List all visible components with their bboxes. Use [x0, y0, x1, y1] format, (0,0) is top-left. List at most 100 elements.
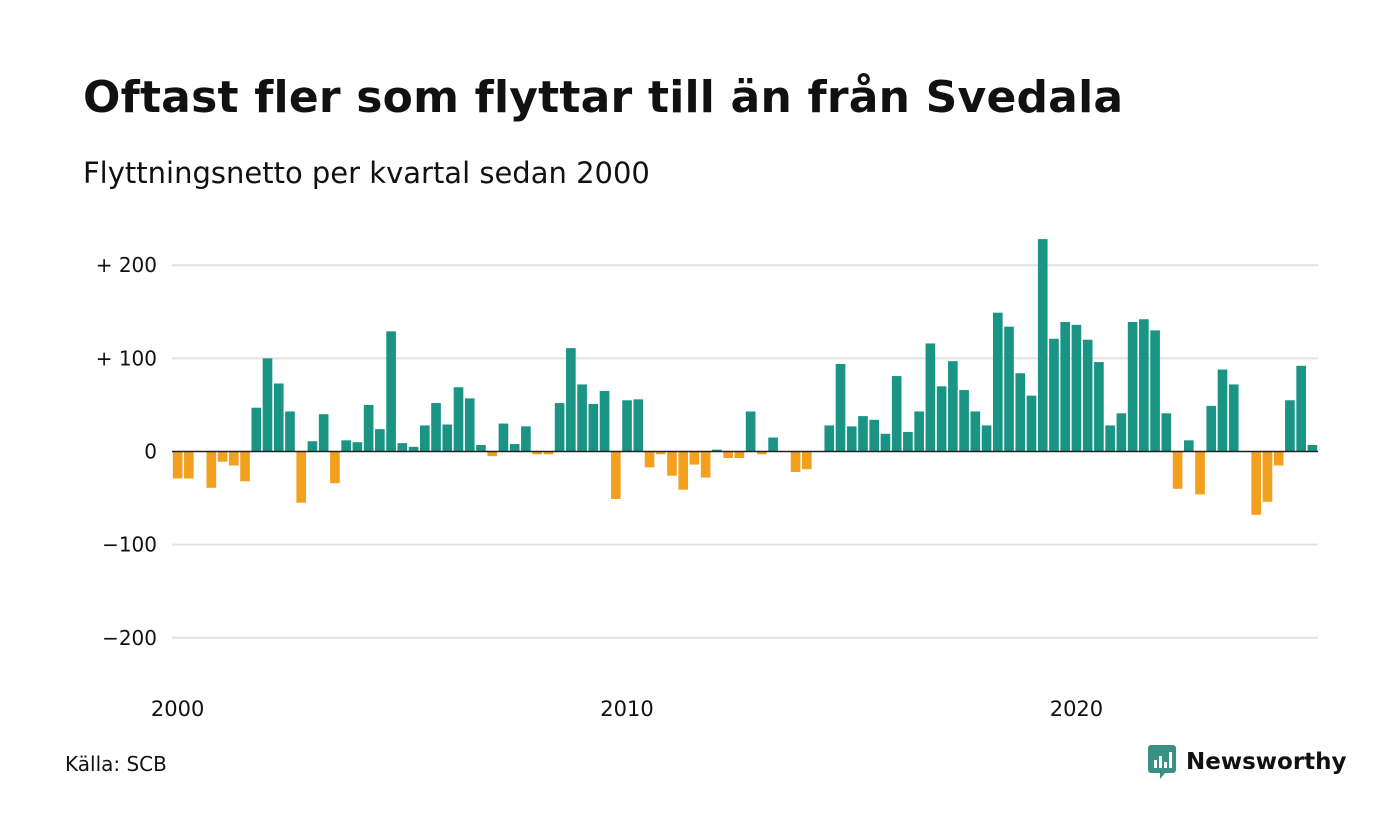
bar-positive	[846, 426, 857, 452]
bar-positive	[1004, 326, 1014, 452]
bar-chart: + 200 + 100 0 −100 −200 2000 2010 2020	[96, 239, 1318, 721]
bar-negative	[757, 451, 767, 455]
bar-positive	[375, 429, 385, 452]
bar-positive	[1049, 338, 1059, 452]
bar-positive	[936, 386, 947, 452]
bar-positive	[925, 343, 936, 452]
bar-positive	[341, 440, 351, 452]
bar-positive	[262, 358, 273, 452]
bars	[172, 239, 1318, 515]
bar-positive	[858, 416, 868, 452]
bar-negative	[532, 451, 542, 455]
bar-negative	[228, 451, 239, 466]
bar-positive	[970, 411, 981, 452]
y-tick-label: 0	[144, 440, 157, 464]
newsworthy-chat-chart-icon	[1148, 745, 1176, 779]
bar-negative	[700, 451, 711, 478]
brand-name: Newsworthy	[1186, 749, 1347, 775]
bar-positive	[981, 425, 992, 452]
bar-negative	[790, 451, 801, 472]
bar-positive	[318, 414, 329, 452]
bar-negative	[678, 451, 689, 490]
bar-negative	[1251, 451, 1262, 515]
source-note: Källa: SCB	[65, 752, 167, 776]
bar-positive	[633, 399, 644, 452]
y-tick-label: −200	[102, 626, 157, 650]
bar-positive	[285, 411, 295, 452]
bar-positive	[1094, 362, 1104, 452]
bar-positive	[948, 361, 958, 452]
bar-negative	[689, 451, 700, 465]
bar-negative	[217, 451, 228, 462]
bar-positive	[1139, 319, 1149, 452]
bar-positive	[554, 403, 565, 452]
bar-positive	[566, 348, 576, 452]
bar-positive	[1150, 330, 1160, 452]
bar-negative	[1172, 451, 1183, 489]
bar-positive	[453, 387, 464, 452]
bar-negative	[240, 451, 250, 482]
bar-negative	[1262, 451, 1273, 502]
bar-positive	[386, 331, 396, 452]
bar-positive	[273, 383, 284, 452]
bar-negative	[1195, 451, 1205, 495]
newsworthy-logo: Newsworthy	[1148, 744, 1347, 780]
bar-negative	[734, 451, 745, 459]
bar-positive	[419, 425, 430, 452]
bar-positive	[1161, 413, 1172, 452]
bar-positive	[577, 384, 587, 452]
bar-negative	[184, 451, 194, 479]
bar-negative	[296, 451, 307, 503]
bar-positive	[891, 376, 902, 452]
bar-positive	[1105, 425, 1115, 452]
bar-positive	[745, 411, 756, 452]
bar-positive	[1285, 400, 1295, 452]
bar-positive	[476, 444, 486, 452]
y-tick-label: −100	[102, 533, 157, 557]
bar-positive	[712, 449, 722, 452]
bar-positive	[352, 442, 363, 452]
bar-positive	[363, 404, 374, 452]
bar-positive	[1116, 413, 1127, 452]
bar-positive	[307, 441, 318, 452]
y-tick-label: + 100	[96, 346, 157, 370]
bar-negative	[655, 451, 666, 455]
bar-positive	[1307, 444, 1318, 452]
bar-negative	[610, 451, 621, 500]
bar-negative	[487, 451, 498, 457]
chart-subtitle: Flyttningsnetto per kvartal sedan 2000	[83, 156, 650, 190]
bar-negative	[667, 451, 677, 476]
bar-positive	[1183, 440, 1194, 452]
bar-positive	[464, 398, 475, 452]
bar-positive	[1060, 322, 1071, 452]
bar-negative	[644, 451, 655, 468]
bar-negative	[172, 451, 183, 479]
bar-positive	[588, 403, 599, 452]
bar-positive	[442, 424, 453, 452]
x-tick-label: 2010	[600, 697, 653, 721]
bar-positive	[509, 444, 520, 452]
bar-positive	[521, 426, 531, 452]
bar-negative	[206, 451, 217, 488]
x-tick-label: 2000	[151, 697, 204, 721]
bar-positive	[1127, 322, 1138, 452]
bar-negative	[723, 451, 733, 459]
bar-positive	[914, 411, 924, 452]
bar-positive	[397, 443, 408, 452]
bar-positive	[1071, 324, 1082, 452]
x-tick-label: 2020	[1050, 697, 1103, 721]
bar-positive	[903, 431, 913, 452]
bar-positive	[959, 390, 969, 452]
bar-positive	[768, 437, 778, 452]
bar-negative	[330, 451, 340, 484]
x-axis-tick-labels: 2000 2010 2020	[151, 697, 1103, 721]
bar-negative	[801, 451, 812, 470]
bar-negative	[543, 451, 554, 455]
bar-positive	[622, 400, 632, 452]
bar-positive	[599, 390, 610, 452]
bar-positive	[1206, 405, 1217, 452]
bar-positive	[869, 419, 880, 452]
bar-positive	[880, 433, 891, 452]
bar-positive	[1026, 395, 1037, 452]
bar-positive	[251, 407, 262, 452]
